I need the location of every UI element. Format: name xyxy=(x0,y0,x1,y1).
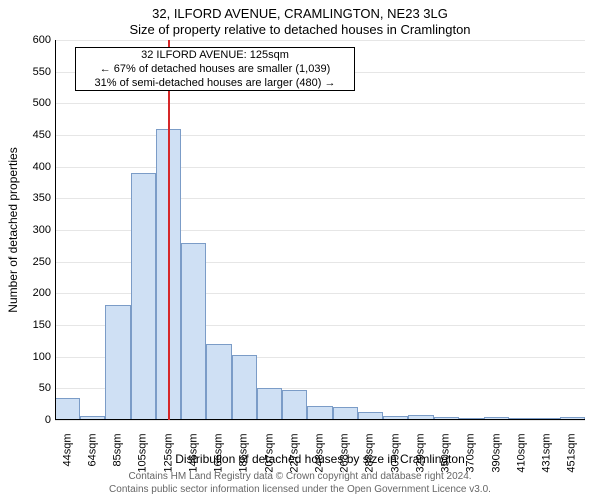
y-tick-label: 450 xyxy=(5,130,51,141)
y-tick-label: 50 xyxy=(5,383,51,394)
chart-subtitle: Size of property relative to detached ho… xyxy=(0,22,600,37)
y-tick-label: 150 xyxy=(5,320,51,331)
histogram-bar xyxy=(257,388,282,420)
y-tick-label: 100 xyxy=(5,352,51,363)
gridline xyxy=(55,40,585,41)
gridline xyxy=(55,167,585,168)
y-tick-label: 350 xyxy=(5,193,51,204)
footer-line-2: Contains public sector information licen… xyxy=(0,483,600,496)
x-tick-label: 105sqm xyxy=(138,434,149,484)
x-tick-label: 166sqm xyxy=(214,434,225,484)
x-tick-label: 85sqm xyxy=(113,434,124,484)
x-tick-label: 125sqm xyxy=(163,434,174,484)
histogram-bar xyxy=(105,305,130,420)
x-tick-label: 207sqm xyxy=(264,434,275,484)
x-tick-label: 268sqm xyxy=(340,434,351,484)
y-axis-line xyxy=(55,40,56,420)
gridline xyxy=(55,420,585,421)
x-tick-label: 390sqm xyxy=(491,434,502,484)
y-tick-label: 250 xyxy=(5,257,51,268)
x-tick-label: 370sqm xyxy=(466,434,477,484)
histogram-bar xyxy=(307,406,332,420)
x-tick-label: 431sqm xyxy=(542,434,553,484)
x-tick-label: 64sqm xyxy=(87,434,98,484)
gridline xyxy=(55,135,585,136)
y-tick-label: 600 xyxy=(5,35,51,46)
y-tick-label: 400 xyxy=(5,162,51,173)
y-tick-label: 200 xyxy=(5,288,51,299)
x-tick-label: 350sqm xyxy=(441,434,452,484)
x-tick-label: 451sqm xyxy=(567,434,578,484)
y-tick-label: 0 xyxy=(5,415,51,426)
gridline xyxy=(55,103,585,104)
y-tick-label: 500 xyxy=(5,98,51,109)
histogram-bar xyxy=(282,390,307,420)
x-axis-line xyxy=(55,419,585,420)
x-tick-label: 329sqm xyxy=(415,434,426,484)
x-tick-label: 44sqm xyxy=(62,434,73,484)
histogram-bar xyxy=(232,355,257,420)
histogram-bar xyxy=(131,173,156,420)
subject-property-marker xyxy=(168,40,170,420)
histogram-plot: 32 ILFORD AVENUE: 125sqm← 67% of detache… xyxy=(55,40,585,420)
x-tick-label: 227sqm xyxy=(289,434,300,484)
y-tick-label: 550 xyxy=(5,67,51,78)
histogram-bar xyxy=(206,344,231,420)
annotation-line: 32 ILFORD AVENUE: 125sqm xyxy=(80,48,350,62)
histogram-bar xyxy=(181,243,206,420)
x-tick-label: 288sqm xyxy=(365,434,376,484)
x-tick-label: 186sqm xyxy=(239,434,250,484)
histogram-bar xyxy=(55,398,80,420)
address-title: 32, ILFORD AVENUE, CRAMLINGTON, NE23 3LG xyxy=(0,6,600,21)
annotation-box: 32 ILFORD AVENUE: 125sqm← 67% of detache… xyxy=(75,47,355,91)
annotation-line: 31% of semi-detached houses are larger (… xyxy=(80,76,350,90)
y-tick-label: 300 xyxy=(5,225,51,236)
x-tick-label: 146sqm xyxy=(188,434,199,484)
x-tick-label: 248sqm xyxy=(315,434,326,484)
x-tick-label: 410sqm xyxy=(516,434,527,484)
x-tick-label: 309sqm xyxy=(390,434,401,484)
annotation-line: ← 67% of detached houses are smaller (1,… xyxy=(80,62,350,76)
